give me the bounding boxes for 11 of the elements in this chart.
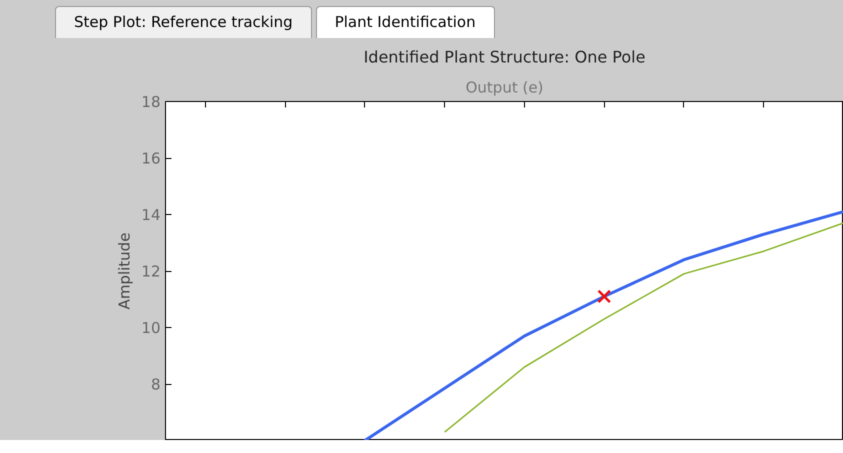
y-tick-label: 10 xyxy=(141,319,161,337)
y-tick-label: 16 xyxy=(141,150,161,168)
y-tick-label: 12 xyxy=(141,262,161,280)
chart-subtitle: Output (e) xyxy=(466,78,544,96)
y-tick-label: 18 xyxy=(141,93,161,111)
chart-title: Identified Plant Structure: One Pole xyxy=(364,48,646,66)
y-tick-label: 14 xyxy=(141,206,161,224)
line-series xyxy=(363,210,843,440)
y-axis-title: Amplitude xyxy=(115,232,134,310)
y-tick-label: 8 xyxy=(150,376,161,394)
line-series xyxy=(444,222,843,433)
